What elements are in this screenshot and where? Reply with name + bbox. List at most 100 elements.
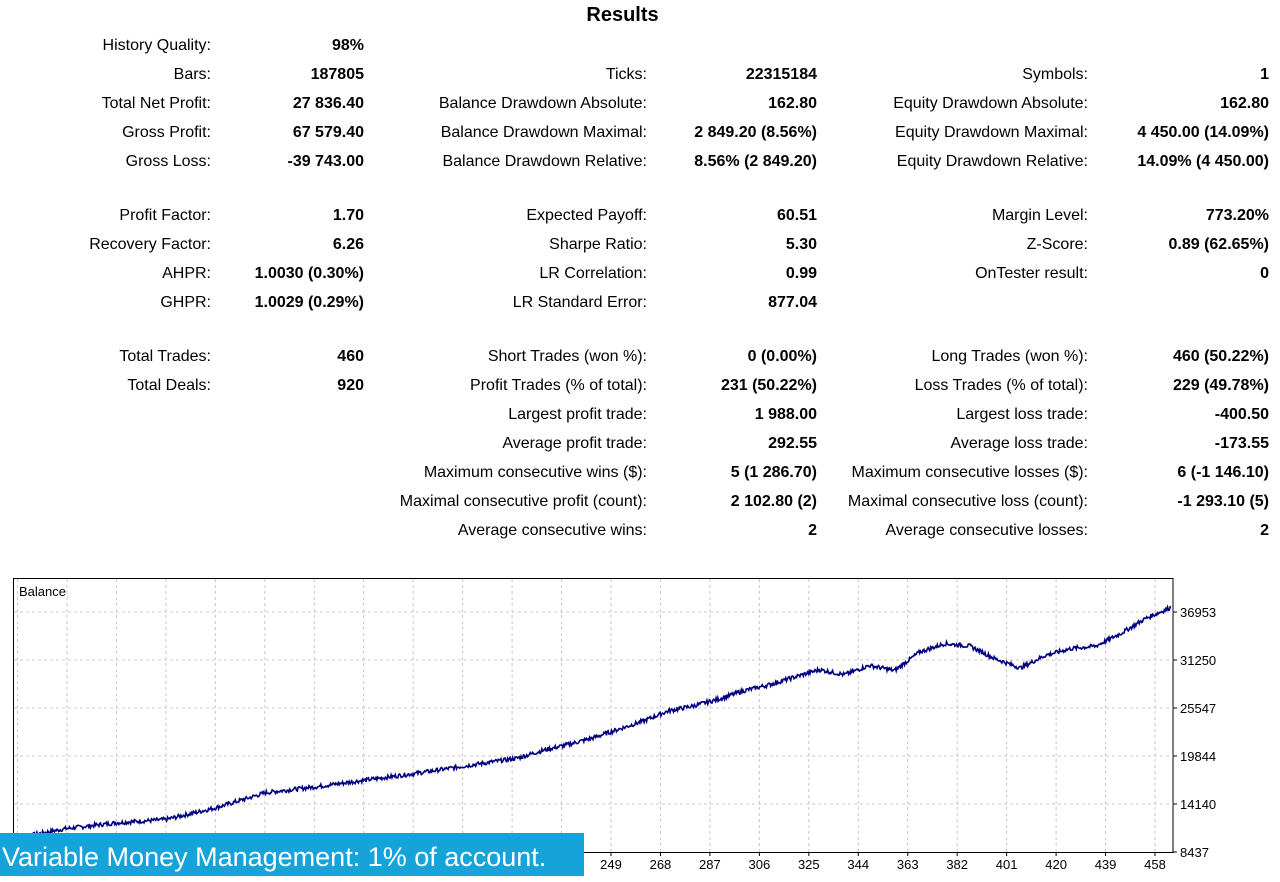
stat-value: 67 579.40 [292, 124, 364, 141]
stat-value: 1.0029 (0.29%) [254, 294, 364, 311]
stat-label: AHPR: [162, 265, 211, 282]
stat-value: 2 849.20 (8.56%) [694, 124, 817, 141]
x-tick-label: 344 [847, 857, 869, 872]
stat-label: History Quality: [102, 37, 211, 54]
stat-label: LR Correlation: [539, 265, 647, 282]
results-stats: History Quality: 98% Bars: 187805 Total Net … [89, 37, 1269, 539]
stat-value: 60.51 [776, 207, 817, 224]
x-tick-label: 249 [600, 857, 622, 872]
x-tick-label: 439 [1095, 857, 1117, 872]
x-tick-label: 363 [897, 857, 919, 872]
stat-value: -1 293.10 (5) [1177, 493, 1269, 510]
stat-value: 5.30 [785, 236, 817, 253]
stat-value: 231 (50.22%) [720, 377, 817, 394]
x-tick-label: 420 [1045, 857, 1067, 872]
stat-value: 229 (49.78%) [1172, 377, 1269, 394]
x-tick-label: 401 [996, 857, 1018, 872]
stat-label: Maximum consecutive wins ($): [423, 464, 647, 481]
results-title: Results [586, 4, 659, 26]
balance-chart: 8437 14140 19844 25547 31250 36953 249 268 287 30… [13, 578, 1280, 876]
balance-line [14, 604, 1172, 842]
stat-label: Balance Drawdown Relative: [442, 153, 647, 170]
stat-value: 460 [337, 348, 364, 365]
stat-value: 2 102.80 (2) [730, 493, 817, 510]
stat-value: -173.55 [1214, 435, 1269, 452]
x-tick-label: 287 [699, 857, 721, 872]
stat-label: Equity Drawdown Relative: [896, 153, 1088, 170]
stat-label: Symbols: [1022, 66, 1088, 83]
x-tick-label: 382 [946, 857, 968, 872]
stat-value: 920 [337, 377, 364, 394]
stat-value: 1.70 [332, 207, 364, 224]
stat-label: Loss Trades (% of total): [914, 377, 1088, 394]
stat-label: LR Standard Error: [512, 294, 647, 311]
chart-title: Balance [19, 584, 66, 599]
x-tick-label: 268 [650, 857, 672, 872]
stat-value: 1.0030 (0.30%) [254, 265, 364, 282]
chart-frame [13, 578, 1174, 853]
stat-value: 4 450.00 (14.09%) [1137, 124, 1269, 141]
stat-value: 0 [1260, 265, 1269, 282]
stat-value: 0.89 (62.65%) [1168, 236, 1269, 253]
y-tick-label: 25547 [1180, 701, 1216, 716]
stat-label: Maximal consecutive loss (count): [847, 493, 1088, 510]
stat-value: 6.26 [332, 236, 364, 253]
stat-label: Expected Payoff: [526, 207, 647, 224]
stat-value: 1 988.00 [754, 406, 817, 423]
stat-value: 2 [1260, 522, 1269, 539]
x-tick-label: 306 [749, 857, 771, 872]
stat-value: 292.55 [768, 435, 817, 452]
stat-value: 22315184 [745, 66, 817, 83]
stat-label: Average consecutive losses: [885, 522, 1088, 539]
y-tick-label: 19844 [1180, 749, 1216, 764]
stat-label: Z-Score: [1026, 236, 1088, 253]
stat-label: Short Trades (won %): [487, 348, 647, 365]
stat-label: Largest loss trade: [956, 406, 1088, 423]
stat-label: Largest profit trade: [508, 406, 647, 423]
stat-value: 14.09% (4 450.00) [1137, 153, 1269, 170]
stat-label: Total Trades: [119, 348, 211, 365]
stat-value: 877.04 [768, 294, 817, 311]
stat-value: 0 (0.00%) [747, 348, 817, 365]
stat-label: Profit Factor: [119, 207, 211, 224]
stat-value: 5 (1 286.70) [730, 464, 817, 481]
stat-label: OnTester result: [975, 265, 1088, 282]
stat-value: 162.80 [768, 95, 817, 112]
stat-label: Average consecutive wins: [457, 522, 647, 539]
stat-label: Equity Drawdown Absolute: [893, 95, 1088, 112]
stat-label: Profit Trades (% of total): [470, 377, 647, 394]
stat-value: 1 [1260, 66, 1269, 83]
stat-label: Gross Loss: [125, 153, 211, 170]
stat-value: 0.99 [785, 265, 817, 282]
stat-label: Average profit trade: [502, 435, 647, 452]
stat-label: Equity Drawdown Maximal: [895, 124, 1088, 141]
y-tick-label: 14140 [1180, 797, 1216, 812]
stat-label: Average loss trade: [950, 435, 1088, 452]
stat-label: Sharpe Ratio: [549, 236, 647, 253]
stat-value: 187805 [310, 66, 364, 83]
stat-label: Balance Drawdown Maximal: [440, 124, 647, 141]
stat-label: Maximal consecutive profit (count): [399, 493, 647, 510]
stat-label: Margin Level: [991, 207, 1088, 224]
stat-value: 6 (-1 146.10) [1177, 464, 1269, 481]
y-tick-label: 8437 [1180, 845, 1209, 860]
stat-label: Gross Profit: [122, 124, 211, 141]
stat-value: 773.20% [1205, 207, 1269, 224]
stat-value: 8.56% (2 849.20) [694, 153, 817, 170]
money-management-banner: Variable Money Management: 1% of account… [0, 833, 584, 876]
stat-value: 460 (50.22%) [1172, 348, 1269, 365]
stat-label: Bars: [173, 66, 211, 83]
y-tick-label: 31250 [1180, 653, 1216, 668]
stat-label: GHPR: [160, 294, 211, 311]
x-tick-label: 325 [798, 857, 820, 872]
stat-label: Ticks: [605, 66, 647, 83]
stat-value: -39 743.00 [287, 153, 364, 170]
x-tick-label: 458 [1144, 857, 1166, 872]
stat-label: Long Trades (won %): [931, 348, 1088, 365]
stat-value: -400.50 [1214, 406, 1269, 423]
stat-label: Recovery Factor: [89, 236, 211, 253]
stat-value: 98% [331, 37, 364, 54]
stat-label: Total Net Profit: [101, 95, 211, 112]
stat-label: Total Deals: [127, 377, 211, 394]
stat-value: 27 836.40 [292, 95, 364, 112]
